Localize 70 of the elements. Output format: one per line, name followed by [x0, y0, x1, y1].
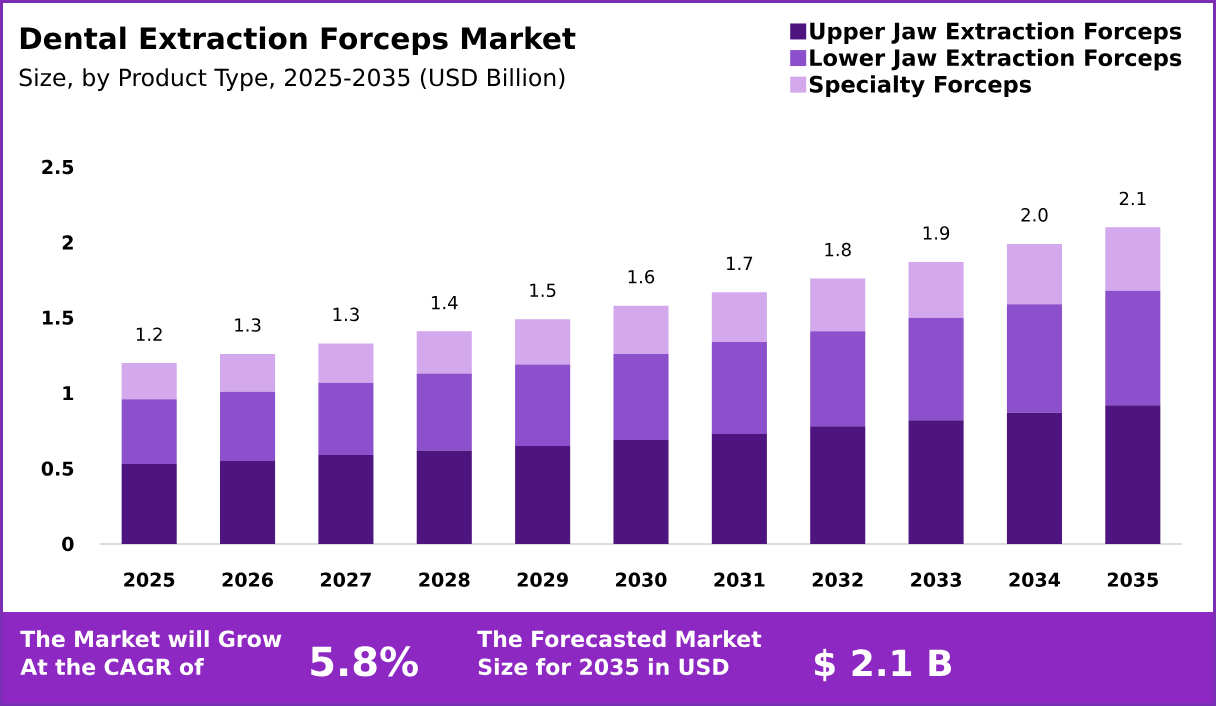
y-tick-label: 2.5	[42, 159, 74, 175]
total-label: 1.8	[825, 242, 851, 257]
y-tick-label: 1	[63, 386, 74, 401]
x-tick-label: 2025	[124, 572, 175, 587]
bar	[121, 464, 177, 544]
bar	[711, 292, 767, 342]
total-label: 2.0	[1021, 208, 1048, 222]
x-tick-label: 2029	[517, 572, 568, 587]
bar	[121, 399, 177, 465]
bar	[416, 373, 472, 451]
bar	[810, 426, 866, 544]
legend-label: Upper Jaw Extraction Forceps	[810, 22, 1182, 44]
text: 5.8%	[311, 646, 418, 677]
bar	[1006, 412, 1062, 544]
bar	[515, 364, 571, 446]
total-label: 1.4	[431, 296, 458, 310]
bar	[318, 382, 374, 456]
bar	[908, 420, 964, 544]
bar	[613, 353, 669, 440]
total-label: 1.6	[628, 269, 655, 284]
chart-subtitle: Size, by Product Type, 2025-2035 (USD Billion)	[19, 68, 565, 91]
bar	[711, 341, 767, 434]
bar	[416, 331, 472, 374]
y-tick-label: 0	[62, 536, 74, 552]
bar	[220, 353, 276, 392]
y-tick-label: 2	[62, 235, 73, 250]
bar	[711, 433, 767, 544]
bar	[1006, 243, 1062, 305]
bar	[121, 363, 177, 400]
bar	[515, 445, 571, 544]
bar	[908, 261, 964, 318]
x-tick-label: 2028	[419, 572, 470, 587]
x-tick-label: 2030	[616, 572, 667, 587]
bar	[318, 455, 374, 544]
total-label: 2.1	[1119, 191, 1146, 206]
legend-label: Lower Jaw Extraction Forceps	[810, 48, 1182, 71]
bar	[613, 305, 669, 354]
x-tick-label: 2032	[812, 572, 863, 587]
total-label: 1.3	[235, 318, 261, 332]
bar	[416, 450, 472, 544]
total-label: 1.2	[136, 327, 162, 341]
x-tick-label: 2031	[714, 572, 765, 587]
total-label: 1.5	[530, 283, 556, 298]
bar	[810, 331, 866, 427]
x-tick-label: 2033	[911, 572, 962, 587]
bar	[1006, 304, 1062, 413]
y-tick-label: 0.5	[41, 461, 74, 476]
x-tick-label: 2026	[222, 572, 273, 587]
total-label: 1.9	[923, 226, 950, 240]
x-tick-label: 2034	[1009, 572, 1061, 587]
bar	[1105, 227, 1161, 291]
bar	[1105, 405, 1161, 544]
y-tick-label: 1.5	[42, 310, 74, 325]
bar	[318, 343, 374, 383]
bar	[1105, 290, 1161, 406]
total-label: 1.7	[727, 256, 753, 270]
x-tick-label: 2035	[1107, 572, 1158, 587]
text: $ 2.1 B	[815, 648, 952, 682]
text: The Forecasted Market Size for 2035 in USD	[477, 630, 762, 676]
bar	[220, 461, 276, 544]
bar	[908, 317, 964, 421]
bar	[613, 439, 669, 544]
total-label: 1.3	[333, 307, 359, 322]
text: The Market will Grow At the CAGR of	[20, 630, 282, 676]
bar	[515, 319, 571, 365]
chart-title: Dental Extraction Forceps Market	[20, 26, 576, 56]
legend-label: Specialty Forceps	[809, 75, 1032, 98]
bar	[220, 391, 276, 462]
x-tick-label: 2027	[320, 572, 371, 587]
bar	[810, 278, 866, 332]
